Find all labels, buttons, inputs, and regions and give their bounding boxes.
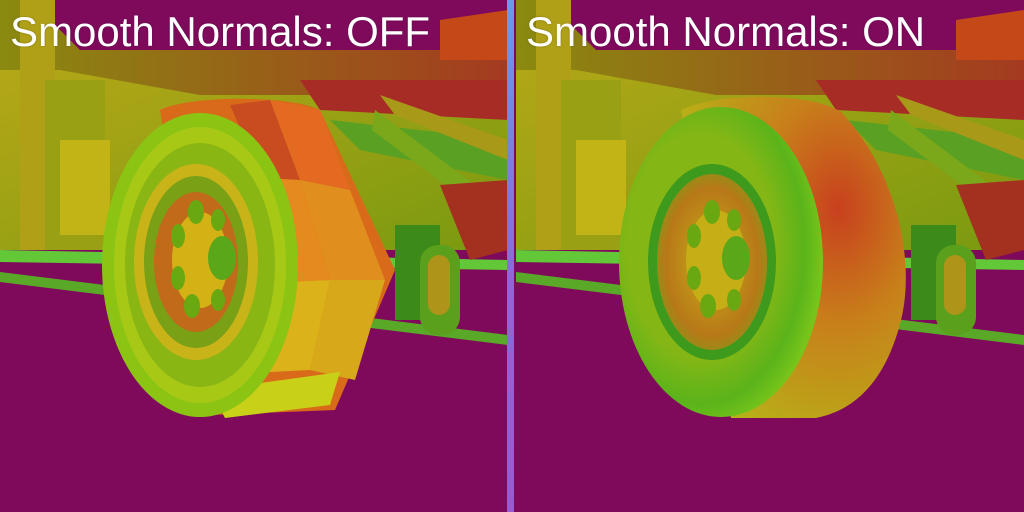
render-viewport-left: Smooth Normals: OFF	[0, 0, 508, 512]
smooth-normals-off-label: Smooth Normals: OFF	[10, 8, 431, 55]
car-render-smooth	[516, 0, 1024, 419]
car-render-flat	[0, 0, 508, 418]
smooth-normals-on-label: Smooth Normals: ON	[526, 8, 926, 55]
viewport-divider	[507, 0, 514, 512]
render-viewport-right: Smooth Normals: ON	[516, 0, 1024, 512]
